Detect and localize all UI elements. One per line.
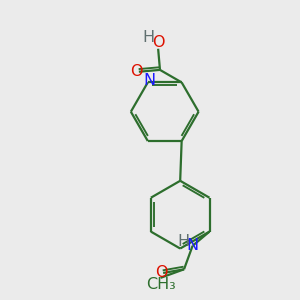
Text: O: O (130, 64, 143, 79)
Text: O: O (152, 35, 164, 50)
Text: O: O (155, 266, 167, 280)
Text: CH₃: CH₃ (146, 277, 176, 292)
Text: H: H (177, 234, 189, 249)
Text: N: N (144, 73, 156, 88)
Text: N: N (187, 238, 199, 253)
Text: H: H (142, 30, 155, 45)
